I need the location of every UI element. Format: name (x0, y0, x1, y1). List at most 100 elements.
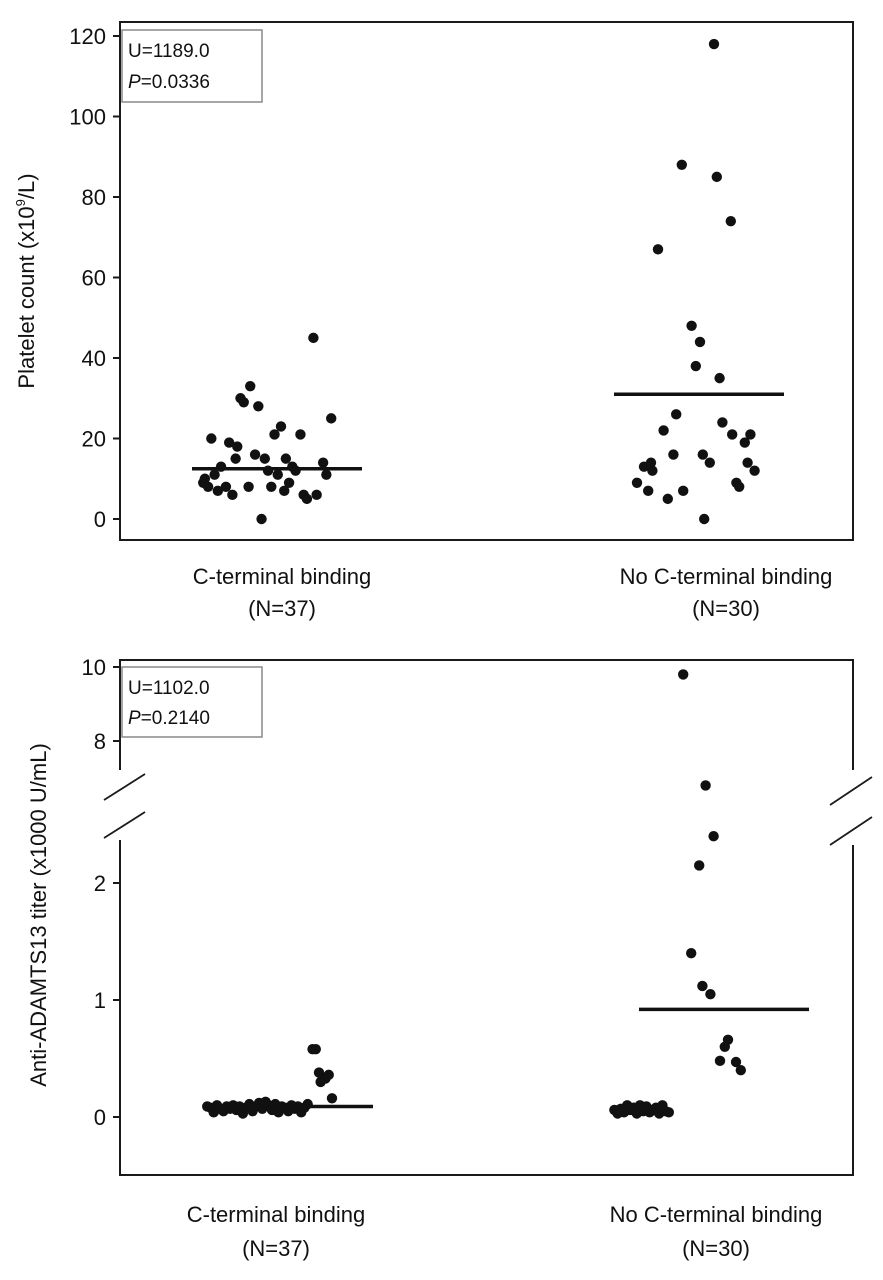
category-n-c-terminal: (N=37) (248, 596, 316, 621)
platelet-data-point (209, 469, 220, 480)
platelet-data-point (269, 429, 280, 440)
platelet-data-point (212, 485, 224, 497)
platelet-y-tick-label: 80 (82, 185, 106, 210)
platelet-data-point (645, 457, 657, 468)
titer-data-point (323, 1069, 334, 1081)
platelet-data-point (243, 481, 254, 492)
anti-adamts13-chart: 0 1 2 8 10 U=1102.0 P=0.2140 Anti-ADAMTS13 t… (26, 655, 876, 1261)
titer-y-tick-label: 1 (94, 988, 106, 1013)
stats-box: U=1102.0 P=0.2140 (121, 666, 263, 738)
category-n-no-c-terminal: (N=30) (692, 596, 760, 621)
titer-data-point (697, 980, 708, 992)
titer-y-tick-label: 8 (94, 729, 106, 754)
platelet-data-point (749, 465, 760, 476)
platelet-y-tick-label: 120 (69, 24, 106, 49)
platelet-data-point (739, 437, 750, 448)
platelet-data-point (272, 469, 283, 480)
category-label-no-c-terminal: No C-terminal binding (620, 564, 833, 589)
platelet-data-point (647, 465, 658, 476)
stats-box-frame (121, 29, 263, 103)
plot-frame (119, 659, 854, 1176)
platelet-data-point (245, 380, 256, 392)
platelet-data-point (232, 441, 243, 452)
platelet-data-point (699, 513, 710, 525)
stats-box: U=1189.0 P=0.0336 (121, 29, 263, 103)
stats-box-frame (121, 666, 263, 738)
platelet-data-point (631, 477, 643, 488)
platelet-y-tick-label: 0 (94, 507, 106, 532)
titer-data-point (326, 1093, 338, 1104)
u-statistic: U=1189.0 (128, 41, 210, 62)
platelet-data-point (658, 425, 669, 436)
platelet-data-point (714, 372, 725, 384)
platelet-data-point (694, 336, 706, 348)
titer-y-tick-label: 10 (82, 655, 106, 680)
p-value: P=0.2140 (128, 708, 210, 729)
platelet-data-point (249, 449, 261, 460)
u-statistic: U=1102.0 (128, 678, 210, 699)
titer-data-point (310, 1043, 321, 1055)
titer-data-point (714, 1055, 726, 1067)
platelet-data-point (690, 360, 701, 372)
platelet-data-point (326, 413, 337, 424)
titer-data-point (705, 988, 716, 1000)
platelet-y-tick-label: 60 (82, 266, 106, 291)
platelet-data-point (311, 489, 322, 501)
platelet-data-point (280, 453, 292, 464)
platelet-data-point (662, 493, 673, 505)
platelet-data-point (220, 481, 232, 492)
platelet-data-point (742, 457, 753, 468)
axis-break-right (828, 770, 876, 846)
platelet-y-tick-label: 40 (82, 346, 106, 371)
titer-data-point (678, 669, 689, 680)
platelet-data-point (199, 473, 211, 484)
platelet-data-point (206, 433, 217, 444)
platelet-data-point (283, 477, 295, 488)
platelet-data-point (238, 397, 249, 408)
titer-data-point (686, 948, 697, 959)
platelet-data-point (227, 489, 238, 501)
category-label-no-c-terminal: No C-terminal binding (610, 1202, 823, 1227)
titer-data-point (700, 780, 711, 791)
platelet-count-chart: 0 20 40 60 80 100 120 U=1189.0 P=0.0336 Platel… (13, 21, 854, 621)
platelet-data-point (301, 493, 313, 505)
platelet-data-point (643, 485, 654, 497)
platelet-data-point (725, 215, 736, 227)
platelet-data-point (708, 38, 720, 50)
category-n-c-terminal: (N=37) (242, 1236, 310, 1261)
category-n-no-c-terminal: (N=30) (682, 1236, 750, 1261)
titer-y-tick-label: 2 (94, 871, 106, 896)
platelet-data-point (256, 513, 267, 525)
platelet-data-point (321, 469, 332, 480)
platelet-data-point (671, 409, 682, 420)
platelet-data-point (697, 449, 708, 460)
platelet-data-point (230, 453, 241, 464)
titer-data-point (663, 1107, 674, 1118)
platelet-y-tick-label: 20 (82, 427, 106, 452)
titer-data-point (722, 1034, 734, 1045)
y-axis-title: Anti-ADAMTS13 titer (x1000 U/mL) (26, 743, 51, 1087)
platelet-data-point (678, 485, 689, 497)
titer-y-tick-label: 0 (94, 1105, 106, 1130)
platelet-data-point (668, 449, 679, 460)
platelet-data-point (711, 171, 722, 183)
platelet-data-point (717, 417, 728, 428)
plot-frame (119, 21, 854, 541)
titer-data-point (735, 1065, 746, 1076)
platelet-data-point (317, 457, 329, 468)
platelet-data-point (223, 437, 235, 448)
platelet-data-point (259, 453, 270, 464)
platelet-data-point (279, 485, 290, 497)
axis-break-left (103, 770, 148, 840)
platelet-data-point (745, 429, 756, 440)
platelet-data-point (686, 320, 697, 331)
platelet-data-point (275, 421, 287, 432)
platelet-data-point (676, 159, 687, 170)
titer-data-point (730, 1056, 742, 1068)
platelet-data-point (295, 429, 306, 440)
platelet-data-point (727, 429, 738, 440)
platelet-data-point (253, 401, 264, 412)
titer-data-point (708, 831, 719, 842)
platelet-data-point (652, 244, 664, 255)
